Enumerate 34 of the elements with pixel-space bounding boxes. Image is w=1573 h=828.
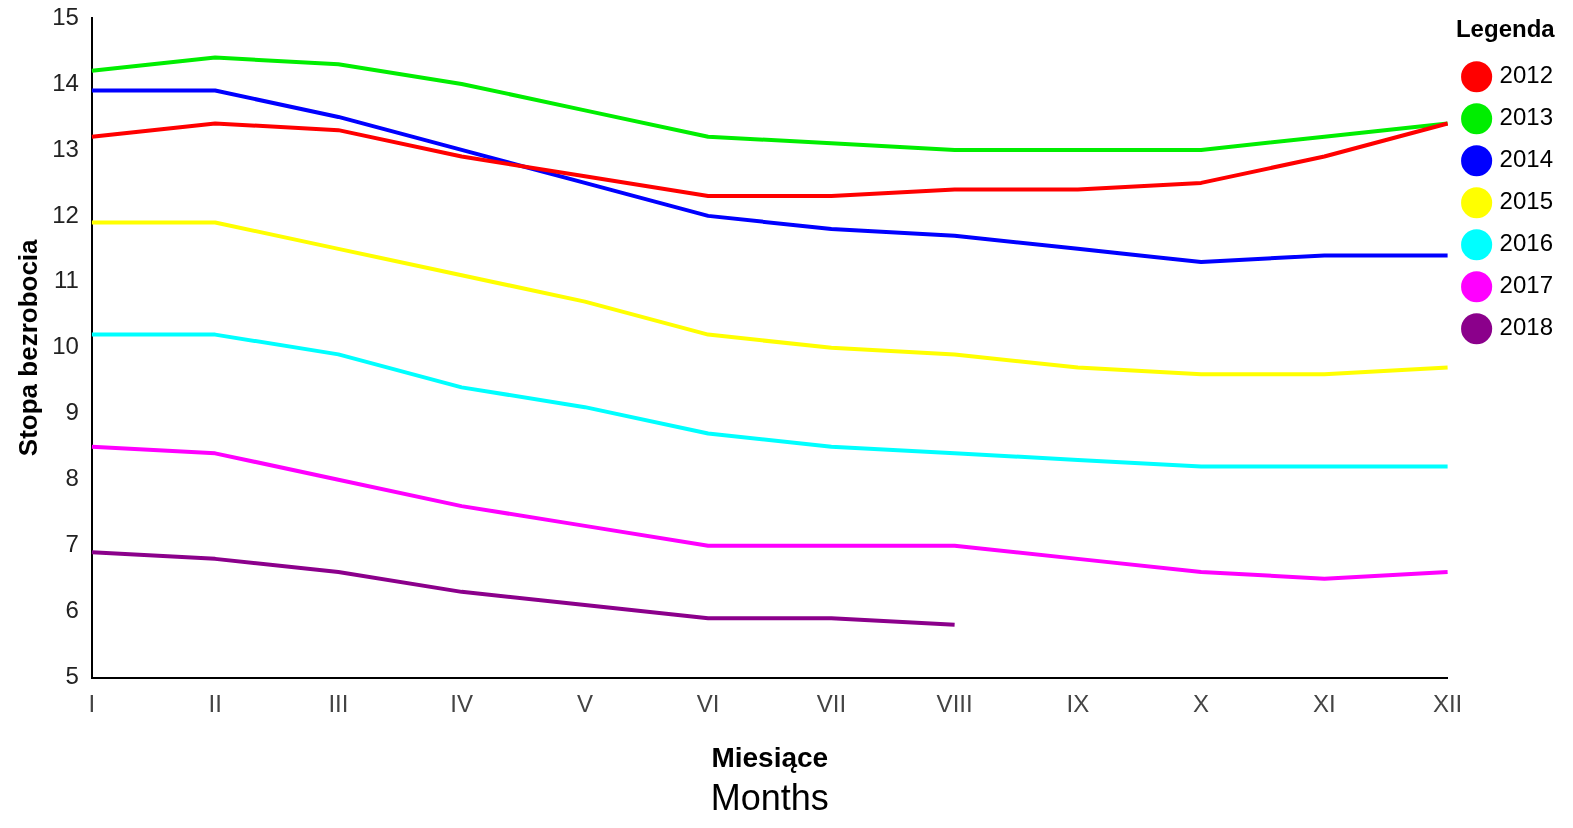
y-tick-label: 11 (53, 266, 79, 294)
text: Months (710, 776, 829, 818)
x-tick-label: IX (1066, 689, 1090, 717)
y-tick-label: 9 (65, 398, 79, 426)
x-tick-label: X (1193, 689, 1210, 717)
y-tick-label: 6 (65, 596, 79, 624)
y-tick-label: 8 (65, 464, 79, 492)
x-tick-label: V (576, 689, 593, 717)
y-axis-title: Stopa bezrobocia (12, 238, 43, 457)
x-tick-label: VII (816, 689, 847, 717)
y-tick-label: 14 (52, 68, 79, 96)
legend-label: 2014 (1499, 145, 1553, 173)
legend-label: 2017 (1499, 271, 1553, 299)
y-tick-label: 7 (65, 530, 79, 558)
y-tick-label: 12 (52, 200, 79, 228)
x-tick-label: VIII (936, 689, 973, 717)
x-tick-label: XI (1313, 689, 1336, 717)
legend-label: 2016 (1499, 229, 1553, 257)
x-tick-label: III (328, 689, 349, 717)
y-tick-label: 10 (52, 332, 79, 360)
x-tick-label: XII (1432, 689, 1463, 717)
x-tick-label: I (88, 689, 96, 717)
legend-label: 2015 (1499, 187, 1553, 215)
legend-title: Legenda (1455, 14, 1556, 42)
legend-label: 2018 (1499, 313, 1553, 341)
x-tick-label: VI (696, 689, 720, 717)
legend-label: 2012 (1499, 61, 1553, 89)
x-tick-label: IV (450, 689, 473, 717)
y-tick-label: 15 (52, 2, 79, 30)
y-tick-label: 13 (52, 134, 79, 162)
y-tick-label: 5 (65, 662, 79, 690)
x-tick-label: II (208, 689, 222, 717)
legend-label: 2013 (1499, 103, 1553, 131)
x-axis-title: Miesiące (711, 741, 829, 773)
